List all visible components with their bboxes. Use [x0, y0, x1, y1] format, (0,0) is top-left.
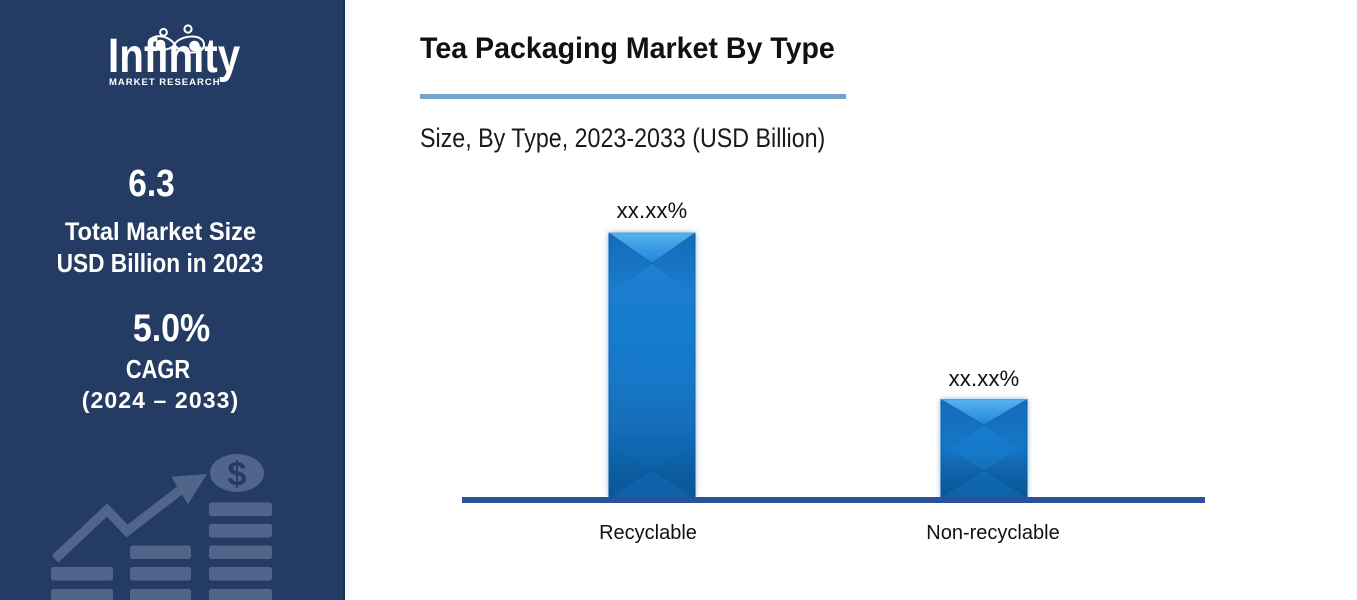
- svg-text:$: $: [228, 456, 247, 494]
